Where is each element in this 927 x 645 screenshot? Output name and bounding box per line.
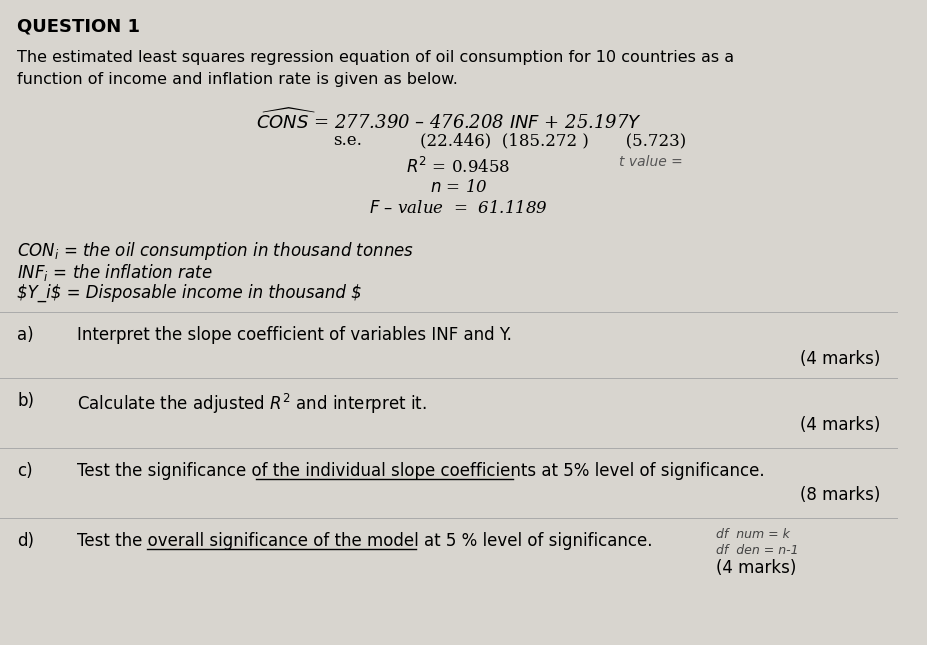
Text: (22.446)  (185.272 )       (5.723): (22.446) (185.272 ) (5.723)	[419, 132, 685, 149]
Text: df  num = k: df num = k	[715, 528, 789, 541]
Text: $INF_i$ = the inflation rate: $INF_i$ = the inflation rate	[18, 262, 213, 283]
Text: a): a)	[18, 326, 34, 344]
Text: function of income and inflation rate is given as below.: function of income and inflation rate is…	[18, 72, 458, 87]
Text: s.e.: s.e.	[333, 132, 362, 149]
Text: $\widehat{CONS}$ = 277.390 – 476.208 $INF$ + 25.197$Y$: $\widehat{CONS}$ = 277.390 – 476.208 $IN…	[256, 108, 641, 133]
Text: QUESTION 1: QUESTION 1	[18, 18, 140, 36]
Text: t value =: t value =	[618, 155, 682, 169]
Text: df  den = n-1: df den = n-1	[715, 544, 797, 557]
Text: b): b)	[18, 392, 34, 410]
Text: Calculate the adjusted $R^2$ and interpret it.: Calculate the adjusted $R^2$ and interpr…	[77, 392, 427, 416]
Text: $R^2$ = 0.9458: $R^2$ = 0.9458	[406, 157, 510, 177]
Text: $n$ = 10: $n$ = 10	[429, 179, 487, 196]
Text: $CON_i$ = the oil consumption in thousand tonnes: $CON_i$ = the oil consumption in thousan…	[18, 240, 414, 262]
Text: Interpret the slope coefficient of variables INF and Y.: Interpret the slope coefficient of varia…	[77, 326, 512, 344]
Text: d): d)	[18, 532, 34, 550]
Text: $Y_i$ = Disposable income in thousand $: $Y_i$ = Disposable income in thousand $	[18, 284, 362, 303]
Text: c): c)	[18, 462, 33, 480]
Text: The estimated least squares regression equation of oil consumption for 10 countr: The estimated least squares regression e…	[18, 50, 734, 65]
Text: (4 marks): (4 marks)	[799, 350, 879, 368]
Text: (8 marks): (8 marks)	[799, 486, 879, 504]
Text: (4 marks): (4 marks)	[715, 559, 795, 577]
Text: Test the overall significance of the model at 5 % level of significance.: Test the overall significance of the mod…	[77, 532, 653, 550]
Text: (4 marks): (4 marks)	[799, 416, 879, 434]
Text: Test the significance of the individual slope coefficients at 5% level of signif: Test the significance of the individual …	[77, 462, 764, 480]
Text: $F$ – value  =  61.1189: $F$ – value = 61.1189	[369, 200, 547, 217]
